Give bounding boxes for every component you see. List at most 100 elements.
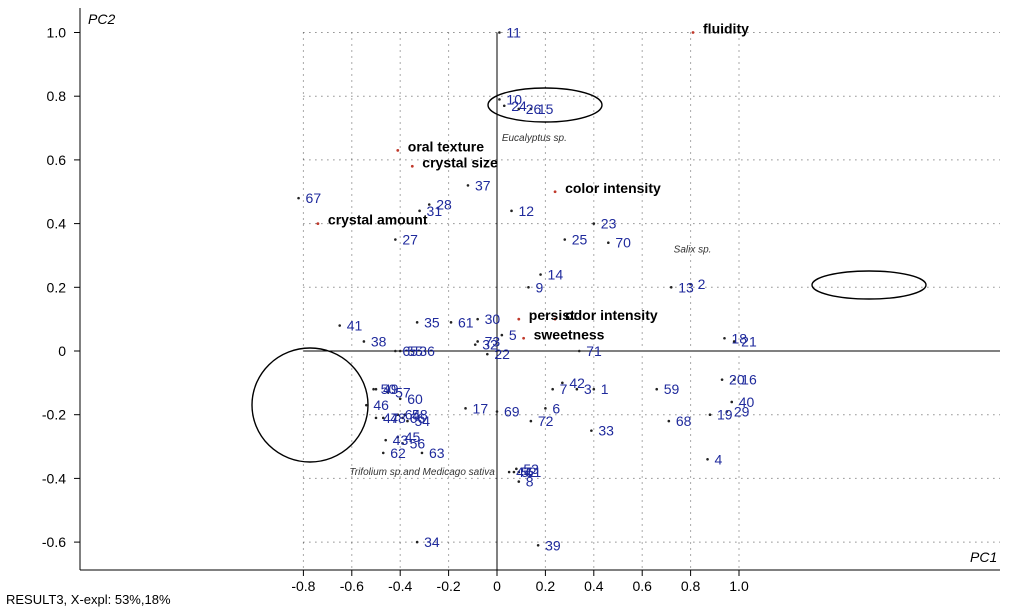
sample-point [449,321,453,324]
sample-label: 39 [545,537,561,553]
sample-label: 40 [739,394,755,410]
sample-point [476,317,479,321]
sample-label: 61 [458,314,474,330]
variable-label: color intensity [565,180,661,196]
sample-point [655,387,659,391]
sample-label: 71 [586,343,602,359]
x-tick-label: -0.8 [291,578,315,594]
sample-label: 10 [506,91,522,107]
data-points [297,31,736,547]
sample-point [517,107,521,111]
sample-label: 1 [601,381,609,397]
sample-point [498,98,501,101]
sample-label: 31 [427,203,443,219]
sample-label: 66 [410,410,426,426]
sample-label: 59 [664,381,680,397]
sample-point [667,419,671,423]
sample-label: 22 [494,346,510,362]
variable-label: persist [529,307,575,323]
sample-point [498,31,501,34]
sample-point [515,467,518,471]
variable-label: fluidity [703,21,749,37]
sample-point [401,416,404,420]
x-tick-label: 0.8 [681,578,701,594]
sample-point [706,457,709,461]
sample-point [476,340,479,343]
sample-label: 51 [526,464,542,480]
grid-lines [302,32,1000,570]
y-tick-label: -0.4 [42,470,66,486]
x-tick-label: 0.2 [536,578,556,594]
sample-label: 16 [741,372,757,388]
sample-point [420,451,424,455]
variable-point [522,336,526,340]
sample-point [592,387,596,391]
sample-label: 37 [475,177,491,193]
sample-point [403,413,407,417]
sample-label: 13 [678,279,694,295]
sample-label: 47 [383,410,399,426]
sample-point [544,407,547,410]
sample-point [398,349,402,353]
eucalyptus-ellipse [487,87,603,123]
sample-label: 32 [482,337,498,353]
sample-label: 33 [598,423,614,439]
sample-point [415,321,419,324]
sample-label: 9 [535,279,543,295]
sample-point [486,352,489,356]
sample-label: 54 [414,413,430,429]
sample-label: 49 [383,381,399,397]
sample-label: 55 [407,343,423,359]
sample-label: 68 [676,413,692,429]
sample-label: 56 [410,435,426,451]
sample-label: 73 [485,333,501,349]
sample-label: 43 [393,432,409,448]
sample-point [406,419,409,423]
sample-point [396,413,400,417]
sample-point [507,470,511,474]
sample-label: 23 [601,216,617,232]
sample-point [723,336,726,340]
group-annotation: Eucalyptus sp. [502,133,567,144]
sample-label: 6 [552,400,560,416]
variable-point [553,190,557,194]
sample-point [590,429,593,432]
sample-point [517,480,521,483]
sample-point [730,400,734,404]
sample-point [563,238,567,241]
sample-point [517,470,521,474]
sample-point [510,209,513,213]
sample-label: 35 [424,314,440,330]
sample-point [732,378,736,381]
sample-point [338,324,342,327]
sample-label: 38 [371,333,387,349]
sample-point [386,391,390,394]
variable-label: oral texture [408,138,484,154]
sample-point [398,397,402,401]
sample-label: 62 [390,445,406,461]
sample-point [539,273,542,276]
sample-point [561,381,564,385]
trifolium-ellipse [251,347,369,463]
sample-point [473,343,477,346]
sample-point [502,104,506,108]
sample-point [396,435,400,439]
sample-point [512,470,516,474]
variable-point [410,164,414,168]
sample-label: 3 [584,381,592,397]
y-tick-label: -0.2 [42,407,66,423]
sample-label: 2 [698,276,706,292]
group-ellipses [251,87,927,463]
sample-label: 20 [729,372,745,388]
sample-label: 21 [741,333,757,349]
variable-label: odor intensity [565,307,658,323]
sample-point [394,238,397,241]
sample-label: 24 [511,98,527,114]
sample-point [374,416,378,420]
sample-label: 64 [405,407,421,423]
tick-labels: -0.8 -0.6 -0.4 -0.2 0 0.2 0.4 0.6 0.8 1.0 -0.6 -0.4… [42,25,749,595]
x-tick-label: 1.0 [729,578,749,594]
sample-point [689,282,692,286]
salix-ellipse [811,270,927,300]
sample-label: 34 [424,534,440,550]
